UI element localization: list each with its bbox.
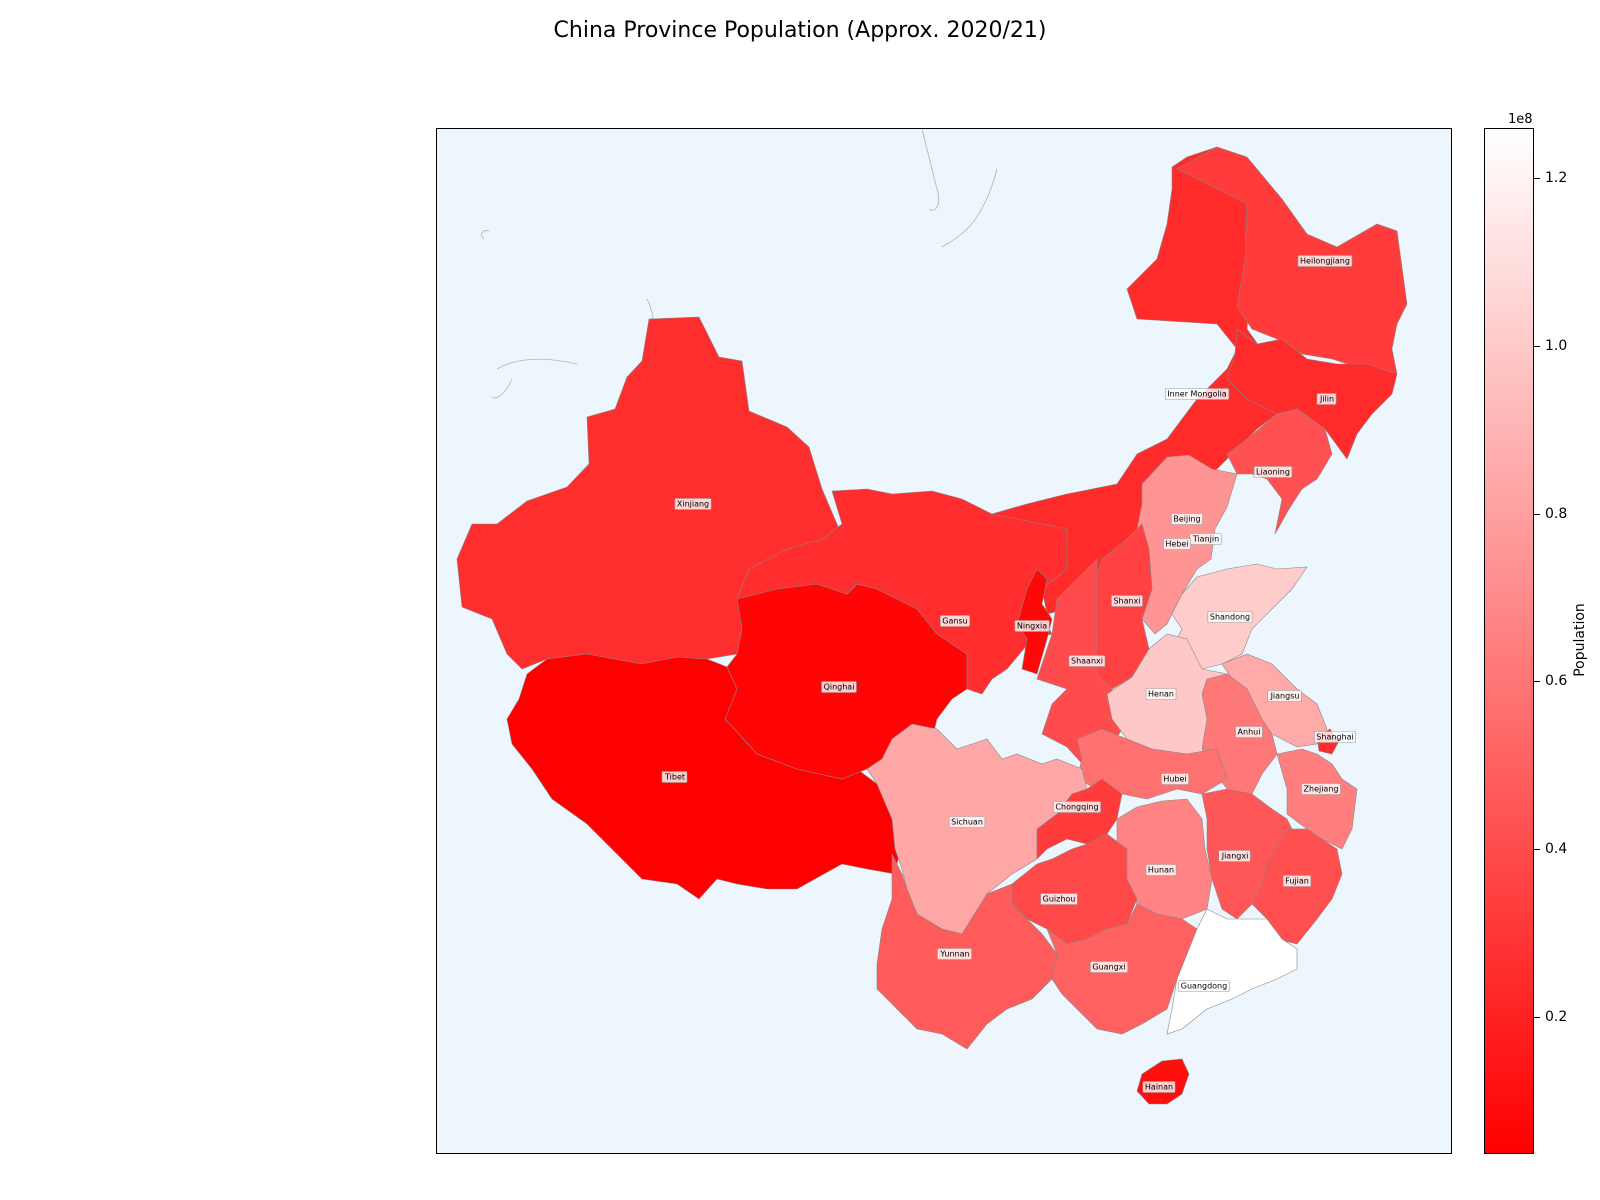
colorbar-exponent: 1e8 (1508, 112, 1533, 127)
map-title: China Province Population (Approx. 2020/… (553, 18, 1047, 43)
svg-text:Henan: Henan (1148, 690, 1174, 699)
svg-text:Qinghai: Qinghai (824, 683, 855, 692)
region-zhejiang[interactable] (1276, 748, 1358, 850)
svg-text:Tibet: Tibet (664, 773, 685, 782)
svg-text:Tianjin: Tianjin (1192, 535, 1219, 544)
svg-text:Sichuan: Sichuan (951, 818, 983, 827)
colorbar-tick (1534, 1016, 1540, 1018)
colorbar-tick (1534, 345, 1540, 347)
svg-text:Zhejiang: Zhejiang (1304, 785, 1339, 794)
region-heilongjiang[interactable] (1176, 146, 1408, 378)
region-label-jiangsu: Jiangsu (1267, 690, 1302, 702)
svg-text:Ningxia: Ningxia (1017, 622, 1047, 631)
svg-text:Shanxi: Shanxi (1113, 597, 1140, 606)
region-label-shandong: Shandong (1207, 611, 1253, 623)
region-label-jiangxi: Jiangxi (1218, 850, 1251, 862)
colorbar-tick (1534, 681, 1540, 683)
region-label-heilongjiang: Heilongjiang (1297, 255, 1353, 267)
svg-text:Anhui: Anhui (1238, 728, 1261, 737)
svg-text:Inner Mongolia: Inner Mongolia (1167, 390, 1227, 399)
svg-text:Yunnan: Yunnan (939, 950, 969, 959)
region-label-anhui: Anhui (1235, 726, 1263, 738)
svg-text:Guangdong: Guangdong (1181, 982, 1227, 991)
region-label-qinghai: Qinghai (821, 681, 857, 693)
china-map[interactable]: Xinjiang Tibet Qinghai Gansu Inner Mongolia H… (437, 129, 1452, 1154)
region-label-ningxia: Ningxia (1014, 620, 1050, 632)
svg-text:Jiangsu: Jiangsu (1270, 692, 1300, 701)
region-label-hubei: Hubei (1161, 773, 1189, 785)
coastline-shape (481, 129, 998, 399)
svg-text:Shaanxi: Shaanxi (1071, 657, 1103, 666)
colorbar-tick (1534, 513, 1540, 515)
svg-text:Gansu: Gansu (942, 617, 967, 626)
region-jilin[interactable] (1226, 328, 1398, 460)
colorbar-label: Population (1572, 603, 1588, 677)
region-label-chongqing: Chongqing (1053, 801, 1101, 813)
svg-text:Guizhou: Guizhou (1043, 895, 1076, 904)
region-label-henan: Henan (1145, 688, 1177, 700)
svg-text:Shanghai: Shanghai (1316, 733, 1353, 742)
region-label-gansu: Gansu (939, 615, 971, 627)
region-label-hunan: Hunan (1145, 864, 1177, 876)
region-label-shanghai: Shanghai (1313, 731, 1357, 743)
region-guangdong[interactable] (1166, 908, 1298, 1035)
region-label-shanxi: Shanxi (1111, 595, 1143, 607)
region-label-xinjiang: Xinjiang (674, 498, 712, 510)
region-label-jilin: Jilin (1316, 393, 1337, 405)
region-guizhou[interactable] (1011, 833, 1138, 945)
region-label-beijing: Beijing (1171, 513, 1203, 525)
svg-text:Hubei: Hubei (1163, 775, 1186, 784)
svg-text:Chongqing: Chongqing (1055, 803, 1098, 812)
region-label-guangdong: Guangdong (1178, 980, 1230, 992)
colorbar (1484, 128, 1534, 1154)
svg-text:Jiangxi: Jiangxi (1221, 852, 1249, 861)
colorbar-tick-label: 0.2 (1545, 1008, 1568, 1025)
colorbar-tick-label: 0.6 (1545, 673, 1568, 690)
region-label-inner-mongolia: Inner Mongolia (1164, 388, 1230, 400)
region-label-fujian: Fujian (1282, 875, 1312, 887)
region-label-guizhou: Guizhou (1040, 893, 1078, 905)
svg-text:Hunan: Hunan (1148, 866, 1174, 875)
svg-text:Hebei: Hebei (1165, 540, 1188, 549)
neighbor-outlines (481, 129, 998, 399)
svg-text:Hainan: Hainan (1145, 1083, 1173, 1092)
region-label-hainan: Hainan (1142, 1081, 1176, 1093)
region-label-tianjin: Tianjin (1189, 533, 1222, 545)
svg-text:Shandong: Shandong (1210, 613, 1250, 622)
svg-text:Jilin: Jilin (1319, 395, 1334, 404)
region-label-shaanxi: Shaanxi (1068, 655, 1106, 667)
colorbar-tick-label: 1.0 (1545, 337, 1568, 354)
svg-text:Beijing: Beijing (1173, 515, 1200, 524)
region-label-tibet: Tibet (661, 771, 688, 783)
region-label-guangxi: Guangxi (1090, 961, 1128, 973)
colorbar-tick-label: 1.2 (1545, 170, 1568, 187)
colorbar-tick (1534, 848, 1540, 850)
region-label-liaoning: Liaoning (1253, 466, 1293, 478)
region-label-yunnan: Yunnan (937, 948, 972, 960)
colorbar-tick-label: 0.8 (1545, 505, 1568, 522)
svg-text:Liaoning: Liaoning (1256, 468, 1290, 477)
region-label-hebei: Hebei (1163, 538, 1191, 550)
svg-text:Fujian: Fujian (1285, 877, 1309, 886)
svg-text:Heilongjiang: Heilongjiang (1300, 257, 1350, 266)
colorbar-tick (1534, 178, 1540, 180)
map-frame: Xinjiang Tibet Qinghai Gansu Inner Mongolia H… (436, 128, 1452, 1154)
region-label-zhejiang: Zhejiang (1301, 783, 1341, 795)
region-label-sichuan: Sichuan (948, 816, 986, 828)
colorbar-tick-label: 0.4 (1545, 840, 1568, 857)
svg-text:Guangxi: Guangxi (1092, 963, 1125, 972)
svg-text:Xinjiang: Xinjiang (677, 500, 709, 509)
